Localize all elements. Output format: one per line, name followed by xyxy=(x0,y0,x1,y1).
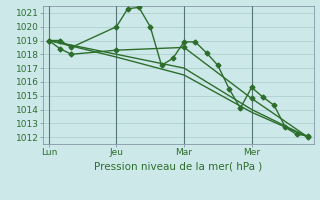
X-axis label: Pression niveau de la mer( hPa ): Pression niveau de la mer( hPa ) xyxy=(94,161,262,171)
